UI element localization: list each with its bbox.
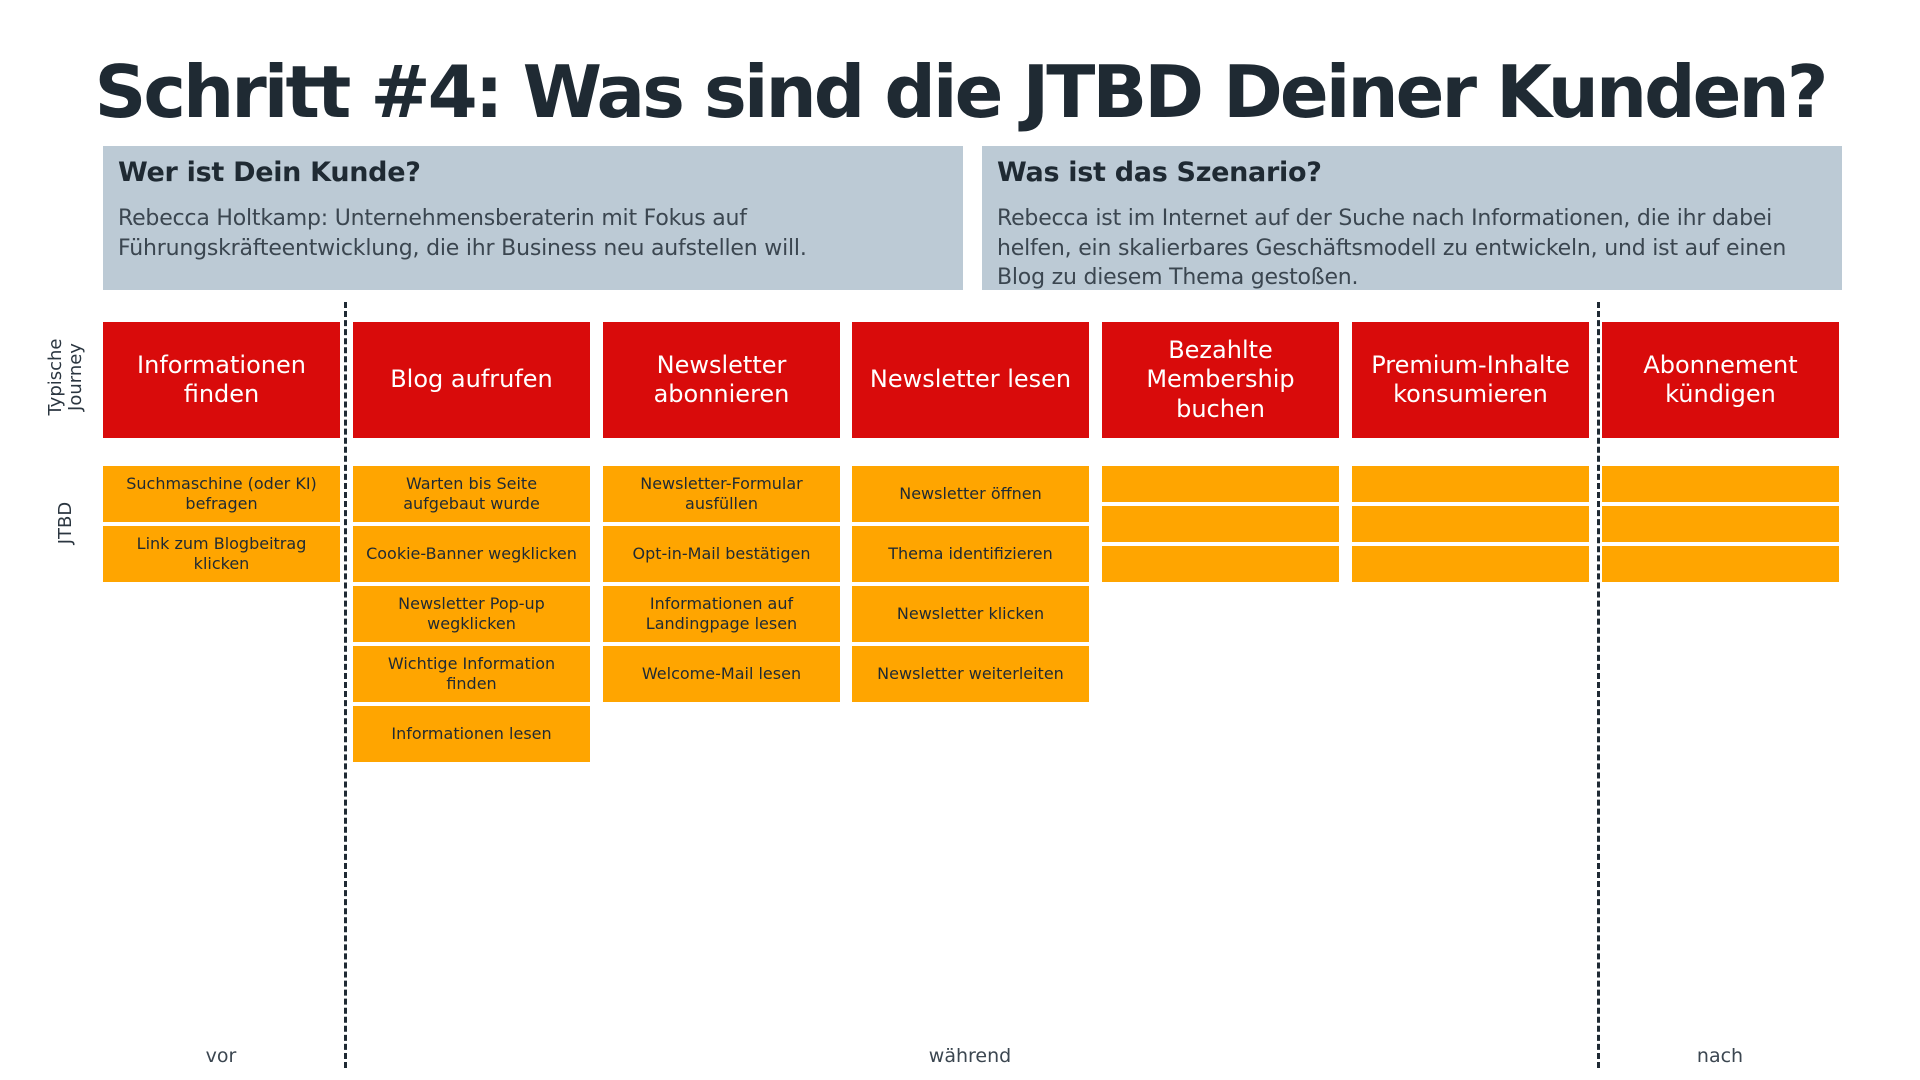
jtbd-card: Newsletter-Formular ausfüllen bbox=[603, 466, 840, 522]
jtbd-card: Warten bis Seite aufgebaut wurde bbox=[353, 466, 590, 522]
jtbd-card: Newsletter weiterleiten bbox=[852, 646, 1089, 702]
journey-column: Bezahlte Membership buchen bbox=[1102, 322, 1339, 586]
journey-column: Premium-Inhalte konsumieren bbox=[1352, 322, 1589, 586]
phase-label-during: während bbox=[928, 1045, 1012, 1067]
journey-column: Blog aufrufen Warten bis Seite aufgebaut … bbox=[353, 322, 590, 766]
journey-stage-card: Blog aufrufen bbox=[353, 322, 590, 438]
jtbd-card: Opt-in-Mail bestätigen bbox=[603, 526, 840, 582]
jtbd-list bbox=[1602, 466, 1839, 582]
journey-stage-card: Abonnement kündigen bbox=[1602, 322, 1839, 438]
jtbd-list: Warten bis Seite aufgebaut wurde Cookie-B… bbox=[353, 466, 590, 762]
jtbd-list bbox=[1352, 466, 1589, 582]
scenario-heading: Was ist das Szenario? bbox=[997, 157, 1322, 188]
journey-column: Informationen finden Suchmaschine (oder K… bbox=[103, 322, 340, 586]
jtbd-list: Suchmaschine (oder KI) befragen Link zum … bbox=[103, 466, 340, 582]
jtbd-card: Informationen lesen bbox=[353, 706, 590, 762]
jtbd-card-empty bbox=[1352, 506, 1589, 542]
customer-heading: Wer ist Dein Kunde? bbox=[118, 157, 421, 188]
jtbd-card: Suchmaschine (oder KI) befragen bbox=[103, 466, 340, 522]
phase-label-before: vor bbox=[205, 1045, 237, 1067]
jtbd-card-empty bbox=[1102, 506, 1339, 542]
journey-stage-card: Newsletter lesen bbox=[852, 322, 1089, 438]
jtbd-card-empty bbox=[1102, 466, 1339, 502]
phase-divider-during-after bbox=[1597, 302, 1600, 1068]
journey-column: Newsletter lesen Newsletter öffnen Thema i… bbox=[852, 322, 1089, 706]
journey-column: Newsletter abonnieren Newsletter-Formular… bbox=[603, 322, 840, 706]
phase-label-after: nach bbox=[1696, 1045, 1744, 1067]
jtbd-card-empty bbox=[1352, 546, 1589, 582]
jtbd-card: Newsletter öffnen bbox=[852, 466, 1089, 522]
jtbd-list bbox=[1102, 466, 1339, 582]
jtbd-card: Thema identifizieren bbox=[852, 526, 1089, 582]
row-label-jtbd: JTBD bbox=[55, 501, 76, 545]
jtbd-card: Cookie-Banner wegklicken bbox=[353, 526, 590, 582]
jtbd-card: Link zum Blogbeitrag klicken bbox=[103, 526, 340, 582]
journey-stage-card: Premium-Inhalte konsumieren bbox=[1352, 322, 1589, 438]
jtbd-card: Wichtige Information finden bbox=[353, 646, 590, 702]
jtbd-card-empty bbox=[1352, 466, 1589, 502]
jtbd-card: Newsletter klicken bbox=[852, 586, 1089, 642]
jtbd-card: Informationen auf Landingpage lesen bbox=[603, 586, 840, 642]
phase-divider-before-during bbox=[344, 302, 347, 1068]
jtbd-card-empty bbox=[1602, 466, 1839, 502]
journey-stage-card: Informationen finden bbox=[103, 322, 340, 438]
journey-stage-card: Newsletter abonnieren bbox=[603, 322, 840, 438]
page-title: Schritt #4: Was sind die JTBD Deiner Kun… bbox=[94, 50, 1828, 134]
scenario-box: Was ist das Szenario? Rebecca ist im Int… bbox=[982, 146, 1842, 290]
customer-text: Rebecca Holtkamp: Unternehmensberaterin … bbox=[118, 206, 807, 261]
journey-stage-card: Bezahlte Membership buchen bbox=[1102, 322, 1339, 438]
jtbd-card-empty bbox=[1102, 546, 1339, 582]
jtbd-list: Newsletter öffnen Thema identifizieren New… bbox=[852, 466, 1089, 702]
customer-box: Wer ist Dein Kunde? Rebecca Holtkamp: Un… bbox=[103, 146, 963, 290]
row-label-journey: Typische Journey bbox=[45, 338, 86, 416]
scenario-text: Rebecca ist im Internet auf der Suche na… bbox=[997, 206, 1787, 290]
jtbd-card: Welcome-Mail lesen bbox=[603, 646, 840, 702]
jtbd-card-empty bbox=[1602, 546, 1839, 582]
jtbd-card: Newsletter Pop-up wegklicken bbox=[353, 586, 590, 642]
journey-column: Abonnement kündigen bbox=[1602, 322, 1839, 586]
jtbd-list: Newsletter-Formular ausfüllen Opt-in-Mail… bbox=[603, 466, 840, 702]
jtbd-card-empty bbox=[1602, 506, 1839, 542]
